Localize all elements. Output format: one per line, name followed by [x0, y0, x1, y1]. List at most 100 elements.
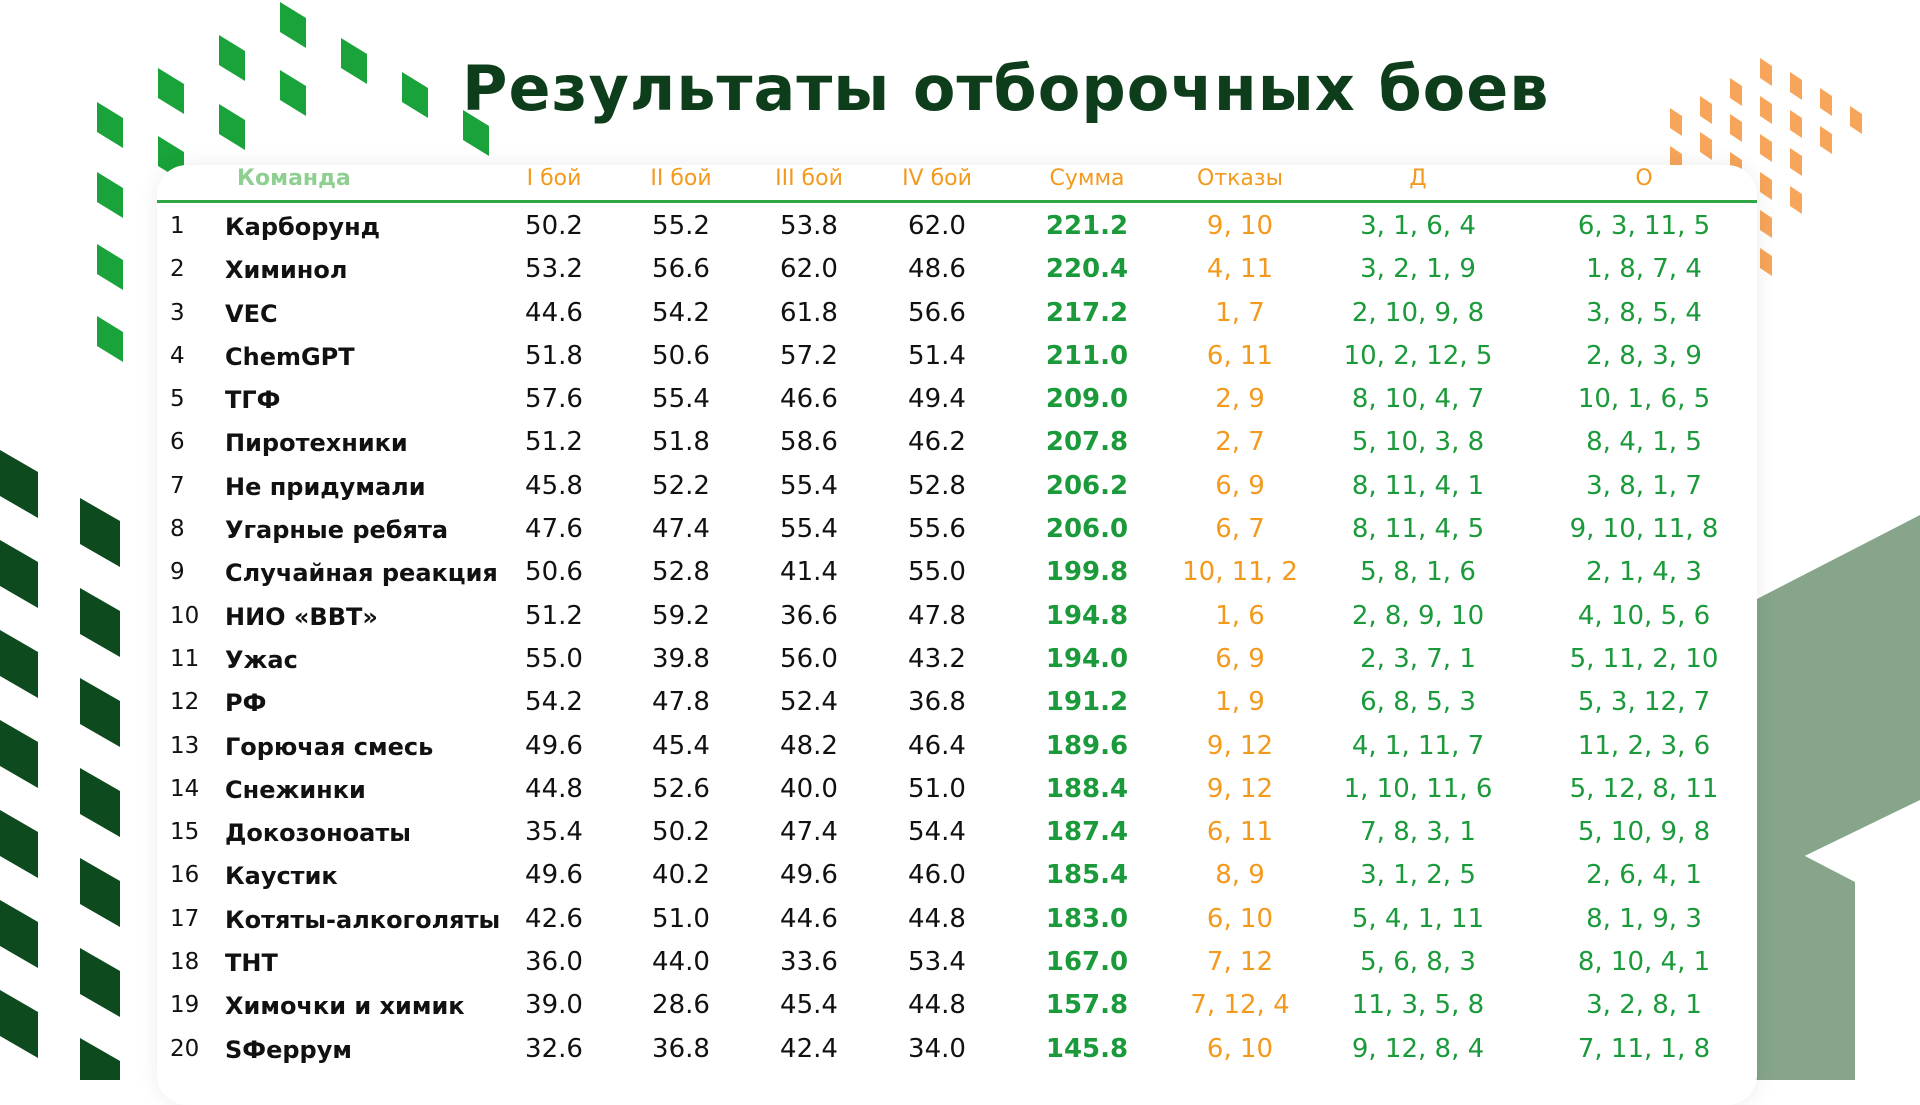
bout-1-score: 36.0: [525, 947, 583, 978]
o-values: 6, 3, 11, 5: [1577, 211, 1711, 241]
o-values: 8, 4, 1, 5: [1586, 427, 1702, 458]
row-number: 19: [170, 992, 200, 1019]
sum-score: 207.8: [1045, 427, 1129, 458]
sum-score: 211.0: [1045, 340, 1129, 371]
bout-1-score: 54.2: [525, 687, 583, 718]
table-row: 15 Докозоноаты 35.4 50.2 47.4 54.4 187.4 6, 11 7…: [157, 809, 1757, 852]
team-name: Химочки и химик: [225, 992, 465, 1021]
table-row: 20 SФеррум 32.6 36.8 42.4 34.0 145.8 6, 10 9, 12…: [157, 1026, 1757, 1069]
o-values: 2, 8, 3, 9: [1586, 340, 1702, 371]
bout-4-score: 49.4: [908, 384, 966, 415]
sum-score: 183.0: [1045, 903, 1129, 934]
bout-2-score: 44.0: [652, 947, 710, 978]
table-row: 4 ChemGPT 51.8 50.6 57.2 51.4 211.0 6, 11 10, 2,…: [157, 333, 1757, 376]
bout-3-score: 42.4: [780, 1033, 838, 1064]
bout-3-score: 47.4: [780, 817, 838, 848]
bout-4-score: 43.2: [908, 643, 966, 674]
team-name: Ужас: [225, 645, 298, 674]
bout-2-score: 55.2: [652, 211, 710, 241]
o-values: 5, 12, 8, 11: [1569, 773, 1719, 804]
o-values: 5, 10, 9, 8: [1577, 817, 1711, 848]
header-team: Команда: [237, 166, 351, 191]
d-values: 3, 1, 6, 4: [1360, 211, 1476, 241]
bout-4-score: 62.0: [908, 211, 966, 241]
bout-3-score: 45.4: [780, 990, 838, 1021]
team-name: ТНТ: [225, 949, 278, 978]
refusals: 6, 7: [1215, 514, 1265, 545]
bout-4-score: 51.4: [908, 340, 966, 371]
sum-score: 191.2: [1045, 687, 1129, 718]
team-name: ТГФ: [225, 386, 281, 415]
bout-3-score: 41.4: [780, 557, 838, 588]
table-row: 2 Химинол 53.2 56.6 62.0 48.6 220.4 4, 11 3, 2, …: [157, 246, 1757, 289]
bout-2-score: 36.8: [652, 1033, 710, 1064]
o-values: 1, 8, 7, 4: [1586, 254, 1702, 285]
bout-3-score: 55.4: [780, 514, 838, 545]
header-bout-1: I бой: [526, 166, 582, 191]
team-name: Карборунд: [225, 213, 381, 241]
table-header: Команда I бой II бой III бой IV бой Сумм…: [157, 160, 1757, 203]
d-values: 3, 1, 2, 5: [1360, 860, 1476, 891]
row-number: 16: [170, 862, 200, 889]
bout-3-score: 46.6: [780, 384, 838, 415]
table-row: 10 НИО «ВВТ» 51.2 59.2 36.6 47.8 194.8 1, 6 2, 8…: [157, 593, 1757, 636]
bout-3-score: 40.0: [780, 773, 838, 804]
sum-score: 206.2: [1045, 470, 1129, 501]
refusals: 7, 12, 4: [1190, 990, 1290, 1021]
row-number: 1: [170, 213, 185, 239]
d-values: 5, 4, 1, 11: [1351, 903, 1485, 934]
refusals: 2, 9: [1215, 384, 1265, 415]
sum-score: 221.2: [1045, 211, 1129, 241]
bout-4-score: 55.6: [908, 514, 966, 545]
d-values: 8, 11, 4, 5: [1351, 514, 1485, 545]
o-values: 3, 8, 1, 7: [1586, 470, 1702, 501]
bout-1-score: 45.8: [525, 470, 583, 501]
refusals: 9, 10: [1206, 211, 1274, 241]
bout-4-score: 54.4: [908, 817, 966, 848]
header-bout-4: IV бой: [902, 166, 972, 191]
table-row: 16 Каустик 49.6 40.2 49.6 46.0 185.4 8, 9 3, 1, …: [157, 852, 1757, 895]
gray-hexagons: [1755, 515, 1920, 1080]
row-number: 6: [170, 429, 185, 456]
sum-score: 187.4: [1045, 817, 1129, 848]
sum-score: 217.2: [1045, 297, 1129, 328]
bout-2-score: 47.4: [652, 514, 710, 545]
bout-2-score: 52.6: [652, 773, 710, 804]
row-number: 15: [170, 819, 200, 846]
o-values: 5, 3, 12, 7: [1577, 687, 1711, 718]
d-values: 11, 3, 5, 8: [1351, 990, 1485, 1021]
row-number: 10: [170, 602, 200, 629]
header-refusals: Отказы: [1197, 166, 1283, 191]
row-number: 17: [170, 905, 200, 932]
bout-1-score: 47.6: [525, 514, 583, 545]
team-name: Не придумали: [225, 472, 426, 501]
bout-2-score: 56.6: [652, 254, 710, 285]
sum-score: 189.6: [1045, 730, 1129, 761]
row-number: 2: [170, 256, 185, 283]
refusals: 2, 7: [1215, 427, 1265, 458]
bout-1-score: 44.6: [525, 297, 583, 328]
header-sum: Сумма: [1049, 166, 1125, 191]
sum-score: 209.0: [1045, 384, 1129, 415]
o-values: 5, 11, 2, 10: [1569, 643, 1719, 674]
table-row: 9 Случайная реакция 50.6 52.8 41.4 55.0 199.8 1…: [157, 549, 1757, 592]
refusals: 6, 11: [1206, 340, 1274, 371]
refusals: 8, 9: [1215, 860, 1265, 891]
d-values: 9, 12, 8, 4: [1351, 1033, 1485, 1064]
sum-score: 199.8: [1045, 557, 1129, 588]
bout-4-score: 51.0: [908, 773, 966, 804]
team-name: ChemGPT: [225, 342, 355, 371]
team-name: Снежинки: [225, 775, 366, 804]
bout-2-score: 40.2: [652, 860, 710, 891]
results-table: Команда I бой II бой III бой IV бой Сумм…: [157, 160, 1757, 1069]
table-row: 12 РФ 54.2 47.8 52.4 36.8 191.2 1, 9 6, 8, 5, 3 5…: [157, 679, 1757, 722]
bout-3-score: 58.6: [780, 427, 838, 458]
team-name: Угарные ребята: [225, 516, 449, 545]
bout-1-score: 49.6: [525, 730, 583, 761]
bout-2-score: 55.4: [652, 384, 710, 415]
bout-3-score: 53.8: [780, 211, 838, 241]
table-row: 14 Снежинки 44.8 52.6 40.0 51.0 188.4 9, 12 1, 1…: [157, 766, 1757, 809]
o-values: 3, 8, 5, 4: [1586, 297, 1702, 328]
team-name: Докозоноаты: [225, 819, 411, 848]
bout-3-score: 57.2: [780, 340, 838, 371]
